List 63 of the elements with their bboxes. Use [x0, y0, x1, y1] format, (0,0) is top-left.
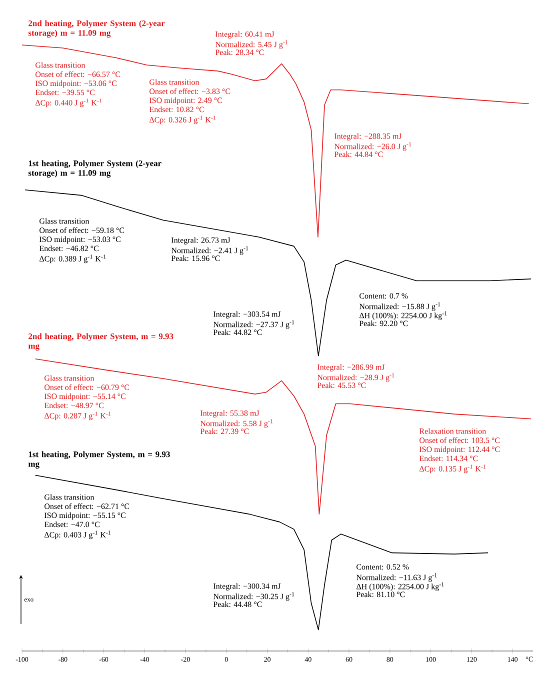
annotation: Integral: −286.99 mJ: [317, 364, 385, 372]
annotation: Peak: 44.82 °C: [213, 329, 262, 336]
annotation: Glass transition: [44, 375, 94, 381]
annotation: Onset of effect: −66.57 °C: [36, 71, 120, 78]
annotation: Peak: 81.10 °C: [356, 592, 405, 598]
annotation: Onset of effect: −59.18 °C: [40, 227, 124, 234]
annotation: Endset: −46.82 °C: [39, 246, 98, 252]
annotation: Normalized: 5.45 J g$^{-1}$: [215, 40, 288, 49]
annotation: Peak: 44.48 °C: [213, 601, 262, 608]
annotation: Integral: −303.54 mJ: [213, 311, 281, 318]
annotation: Normalized: −2.41 J g$^{-1}$: [171, 246, 248, 255]
annotation: Peak: 45.53 °C: [317, 382, 366, 388]
annotation: Glass transition: [44, 494, 94, 500]
annotation: Normalized: −27.37 J g$^{-1}$: [213, 320, 294, 329]
annotation: Glass transition: [40, 218, 90, 224]
annotation: Glass transition: [150, 79, 200, 85]
series-label: 2nd heating, Polymer System, m = 9.93 mg: [28, 333, 174, 351]
series-label: 1st heating, Polymer System, m = 9.93 mg: [28, 451, 170, 469]
annotation: Onset of effect: −3.83 °C: [150, 88, 230, 94]
annotation: ΔCp: 0.287 J g$^{-1}$ K$^{-1}$: [44, 412, 111, 420]
annotation: Peak: 15.96 °C: [171, 255, 220, 262]
annotation: Integral: 26.73 mJ: [171, 237, 230, 244]
annotation: ΔH (100%): 2254.00 J kg$^{-1}$: [360, 311, 447, 320]
annotation: Normalized: −11.63 J g$^{-1}$: [356, 573, 437, 582]
annotation: Onset of effect: −62.71 °C: [44, 503, 130, 510]
annotation: Integral: 55.38 mJ: [200, 410, 260, 418]
annotation: Relaxation transition: [419, 428, 486, 434]
annotation: Integral: −288.35 mJ: [334, 133, 402, 140]
annotation: Peak: 44.84 °C: [334, 151, 383, 158]
annotation: Content: 0.52 %: [356, 564, 409, 570]
annotation: Normalized: −30.25 J g$^{-1}$: [213, 592, 294, 601]
annotation: Integral: −300.34 mJ: [213, 583, 281, 590]
annotation: Endset: 114.34 °C: [419, 456, 478, 462]
annotation: Normalized: −28.9 J g$^{-1}$: [317, 373, 394, 382]
annotation: ISO midpoint: −55.14 °C: [44, 393, 126, 401]
annotation: Peak: 28.34 °C: [215, 49, 264, 56]
annotation: ΔCp: 0.403 J g$^{-1}$ K$^{-1}$: [44, 530, 111, 540]
annotation: ΔCp: 0.440 J g$^{-1}$ K$^{-1}$: [36, 98, 102, 108]
annotation: Peak: 92.20 °C: [359, 320, 408, 326]
series-label: 2nd heating, Polymer System (2-year storage) m = 11.09 mg: [28, 20, 165, 38]
annotation: ΔCp: 0.326 J g$^{-1}$ K$^{-1}$: [150, 116, 216, 124]
annotation: Glass transition: [36, 62, 86, 68]
text: Integral: 60.41 mJ: [215, 31, 274, 38]
annotation: Normalized: 5.58 J g$^{-1}$: [200, 419, 273, 428]
annotation: Content: 0.7 %: [360, 293, 408, 299]
annotation: ΔH (100%): 2254.00 J kg$^{-1}$: [356, 582, 444, 591]
annotation: ΔCp: 0.389 J g$^{-1}$ K$^{-1}$: [40, 254, 106, 264]
annotation: ISO midpoint: 112.44 °C: [419, 446, 500, 454]
annotation: Endset: −47.0 °C: [44, 522, 100, 528]
annotation: Normalized: −15.88 J g$^{-1}$: [359, 302, 440, 311]
annotation: ISO midpoint: −53.03 °C: [39, 236, 120, 244]
annotation: Endset: 10.82 °C: [149, 106, 204, 112]
annotation: ΔCp: 0.135 J g$^{-1}$ K$^{-1}$: [420, 464, 486, 474]
annotation: Peak: 27.39 °C: [200, 428, 249, 434]
annotation: Normalized: −26.0 J g$^{-1}$: [334, 142, 412, 151]
annotation: ISO midpoint: −55.15 °C: [44, 512, 126, 520]
series-label: 1st heating, Polymer System (2-year storage) m = 11.09 mg: [28, 160, 162, 178]
annotation: ISO midpoint: 2.49 °C: [149, 97, 222, 105]
annotation: ISO midpoint: −53.06 °C: [35, 80, 116, 88]
annotation: Endset: −48.97 °C: [44, 402, 104, 408]
annotation: Onset of effect: 103.5 °C: [420, 437, 500, 444]
annotation: Onset of effect: −60.79 °C: [44, 384, 130, 390]
annotation: Endset: −39.55 °C: [35, 90, 94, 96]
